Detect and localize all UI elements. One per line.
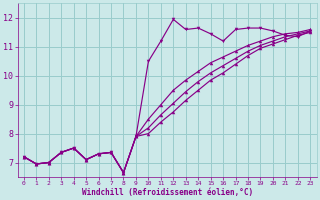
X-axis label: Windchill (Refroidissement éolien,°C): Windchill (Refroidissement éolien,°C) bbox=[82, 188, 253, 197]
